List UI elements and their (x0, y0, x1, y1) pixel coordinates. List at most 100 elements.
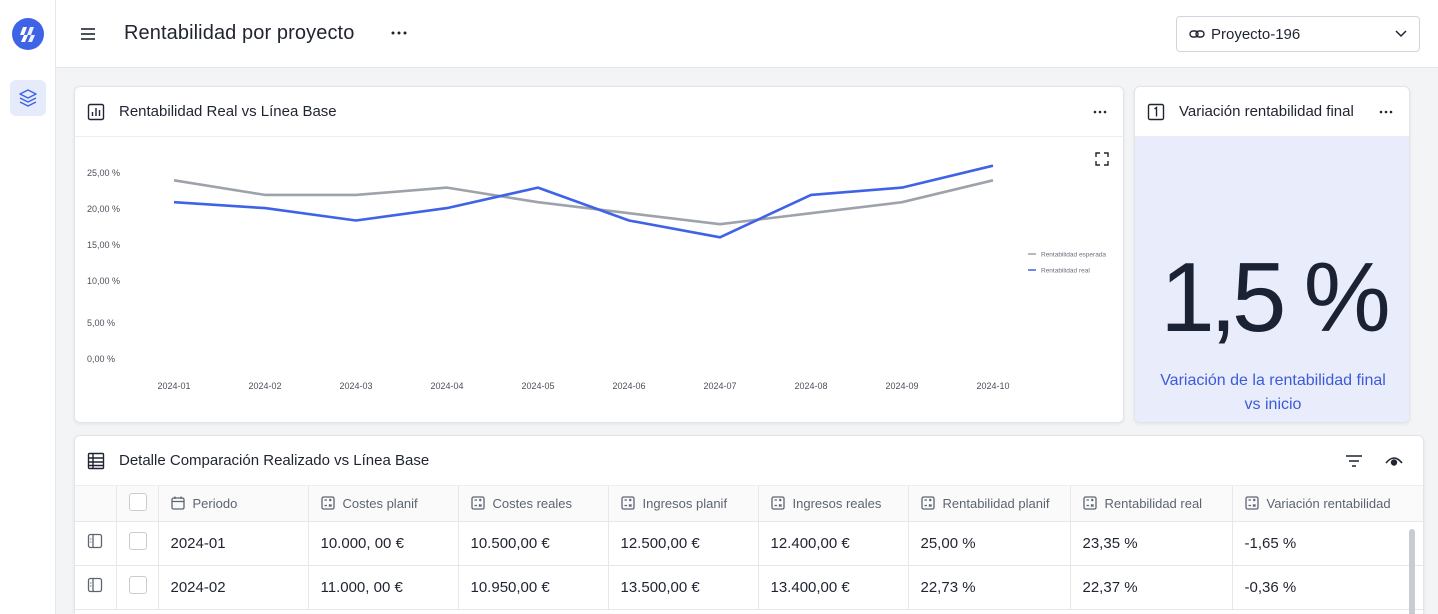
page-title: Rentabilidad por proyecto (124, 22, 355, 44)
table-row[interactable]: 2024-01 10.000, 00 € 10.500,00 € 12.500,… (75, 521, 1423, 566)
x-tick-label: 2024-08 (794, 381, 827, 391)
cell-rentabilidad-real: 22,37 % (1070, 565, 1233, 610)
calculator-icon (470, 496, 485, 510)
data-point (535, 199, 541, 205)
x-tick-label: 2024-01 (157, 381, 190, 391)
page-more-button[interactable] (388, 22, 410, 44)
expand-icon (1095, 152, 1109, 166)
kpi-card-header: Variación rentabilidad final (1135, 87, 1409, 137)
data-point (171, 199, 177, 205)
x-tick-label: 2024-09 (885, 381, 918, 391)
calculator-icon (1082, 496, 1097, 510)
table-row[interactable]: 2024-02 11.000, 00 € 10.950,00 € 13.500,… (75, 565, 1423, 610)
column-header-periodo[interactable]: Periodo (158, 486, 309, 522)
column-header-ingresos-reales[interactable]: Ingresos reales (758, 486, 909, 522)
x-tick-label: 2024-04 (430, 381, 463, 391)
project-select-value: Proyecto-196 (1211, 25, 1301, 43)
column-header-ingresos-planif[interactable]: Ingresos planif (608, 486, 759, 522)
calculator-icon (620, 496, 635, 510)
table-header-row: Periodo Costes planif Costes reales Ingr… (75, 486, 1423, 522)
cell-rentabilidad-real: 23,35 % (1070, 521, 1233, 566)
column-header-costes-planif[interactable]: Costes planif (308, 486, 459, 522)
kpi-card: Variación rentabilidad final 1,5 % Varia… (1134, 86, 1410, 423)
column-header-rentabilidad-real[interactable]: Rentabilidad real (1070, 486, 1233, 522)
data-point (353, 218, 359, 224)
calendar-icon (170, 496, 185, 510)
kpi-body: 1,5 % Variación de la rentabilidad final… (1135, 137, 1409, 422)
calculator-icon (1244, 496, 1259, 510)
data-point (262, 205, 268, 211)
ellipsis-icon (391, 31, 407, 35)
y-tick-label: 10,00 % (87, 276, 120, 286)
table-card-header: Detalle Comparación Realizado vs Línea B… (75, 436, 1423, 486)
cell-periodo: 2024-02 (158, 565, 309, 610)
ellipsis-icon (1093, 110, 1107, 113)
column-label: Ingresos planif (642, 495, 728, 511)
column-header-costes-reales[interactable]: Costes reales (458, 486, 609, 522)
row-select-cell (116, 565, 159, 610)
data-point (353, 192, 359, 198)
visibility-button[interactable] (1383, 450, 1405, 472)
side-panel-icon[interactable] (87, 533, 103, 549)
row-checkbox[interactable] (128, 532, 147, 550)
column-label: Rentabilidad real (1104, 495, 1203, 511)
data-point (990, 163, 996, 169)
chart-card-title: Rentabilidad Real vs Línea Base (119, 103, 337, 120)
cell-costes-planif: 10.000, 00 € (308, 521, 459, 566)
series-line-real (173, 164, 994, 239)
eye-icon (1385, 456, 1403, 466)
row-icon-header (75, 486, 117, 522)
cell-costes-reales: 10.500,00 € (458, 521, 609, 566)
kpi-value: 1,5 % (1160, 242, 1391, 352)
column-label: Ingresos reales (792, 495, 882, 511)
row-checkbox[interactable] (128, 576, 147, 594)
table-icon (87, 452, 105, 469)
legend-item[interactable]: Rentabilidad esperada (1041, 252, 1106, 259)
column-label: Variación rentabilidad (1266, 495, 1391, 511)
cell-periodo: 2024-01 (158, 521, 309, 566)
column-header-rentabilidad-planif[interactable]: Rentabilidad planif (908, 486, 1071, 522)
expand-button[interactable] (1093, 150, 1111, 168)
link-icon (1189, 30, 1205, 38)
data-point (262, 192, 268, 198)
select-all-checkbox[interactable] (128, 492, 147, 511)
table-actions (1343, 450, 1411, 472)
data-point (990, 177, 996, 183)
top-bar: Rentabilidad por proyecto Proyecto-196 (56, 0, 1438, 68)
kpi-caption: Variación de la rentabilidad final vs in… (1160, 372, 1386, 413)
data-point (444, 185, 450, 191)
column-label: Rentabilidad planif (942, 495, 1050, 511)
filter-button[interactable] (1343, 450, 1365, 472)
project-select[interactable]: Proyecto-196 (1176, 16, 1420, 52)
data-point (899, 185, 905, 191)
y-tick-label: 25,00 % (87, 168, 120, 178)
row-select-cell (116, 521, 159, 566)
left-rail (0, 0, 56, 614)
ellipsis-icon (1379, 110, 1393, 113)
kpi-more-button[interactable] (1375, 101, 1397, 123)
cell-ingresos-planif: 13.500,00 € (608, 565, 759, 610)
data-point (808, 210, 814, 216)
cell-costes-planif: 11.000, 00 € (308, 565, 459, 610)
chevron-down-icon (1395, 30, 1407, 38)
filter-icon (1346, 454, 1362, 467)
layers-icon (19, 89, 37, 107)
brand-logo-icon[interactable] (12, 18, 44, 50)
data-point (444, 205, 450, 211)
side-panel-icon[interactable] (87, 577, 103, 593)
legend-item[interactable]: Rentabilidad real (1041, 268, 1090, 275)
x-tick-label: 2024-05 (521, 381, 554, 391)
y-tick-label: 0,00 % (87, 354, 115, 364)
cell-variacion-rentabilidad: -1,65 % (1232, 521, 1423, 566)
cell-costes-reales: 10.950,00 € (458, 565, 609, 610)
column-header-variacion-rentabilidad[interactable]: Variación rentabilidad (1232, 486, 1423, 522)
column-label: Costes planif (342, 495, 418, 511)
layers-nav-button[interactable] (10, 80, 46, 116)
chart-more-button[interactable] (1089, 101, 1111, 123)
table-card: Detalle Comparación Realizado vs Línea B… (74, 435, 1424, 614)
data-point (171, 177, 177, 183)
table-scrollbar[interactable] (1409, 529, 1415, 614)
chart-card: Rentabilidad Real vs Línea Base 0,00 % 5,… (74, 86, 1124, 423)
menu-button[interactable] (78, 24, 98, 44)
y-tick-label: 20,00 % (87, 204, 120, 214)
